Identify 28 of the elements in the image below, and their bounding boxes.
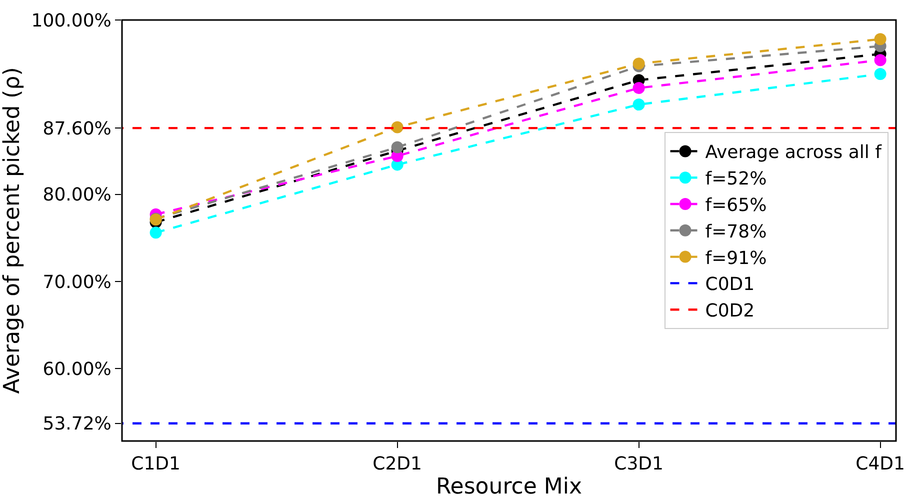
point — [150, 226, 162, 239]
point — [874, 54, 886, 66]
legend-label: f=52% — [705, 168, 767, 190]
point — [874, 33, 886, 46]
point — [391, 121, 404, 134]
legend-label: f=65% — [705, 195, 767, 216]
legend-label: f=91% — [705, 248, 767, 269]
y-tick-label: 60.00% — [42, 358, 112, 380]
x-tick-label: C1D1 — [131, 454, 180, 475]
y-tick-label: 100.00% — [31, 10, 112, 32]
y-tick-label: 53.72% — [42, 414, 112, 435]
point — [391, 141, 404, 154]
point — [632, 82, 645, 94]
y-tick-label: 70.00% — [42, 272, 112, 293]
legend-label: f=78% — [705, 221, 767, 242]
y-tick-label: 87.60% — [42, 118, 112, 140]
point — [632, 58, 645, 70]
x-tick-label: C3D1 — [614, 454, 664, 475]
x-axis-title: Resource Mix — [436, 474, 582, 500]
y-axis-title: Average of percent picked (ρ) — [0, 67, 25, 394]
y-tick-label: 80.00% — [42, 184, 112, 206]
x-tick-label: C4D1 — [856, 454, 905, 475]
point — [632, 98, 645, 111]
legend-label: Average across all f — [705, 142, 882, 164]
legend-label: C0D1 — [705, 274, 755, 296]
point — [874, 68, 886, 80]
x-tick-label: C2D1 — [372, 454, 422, 475]
legend-label: C0D2 — [705, 300, 755, 322]
